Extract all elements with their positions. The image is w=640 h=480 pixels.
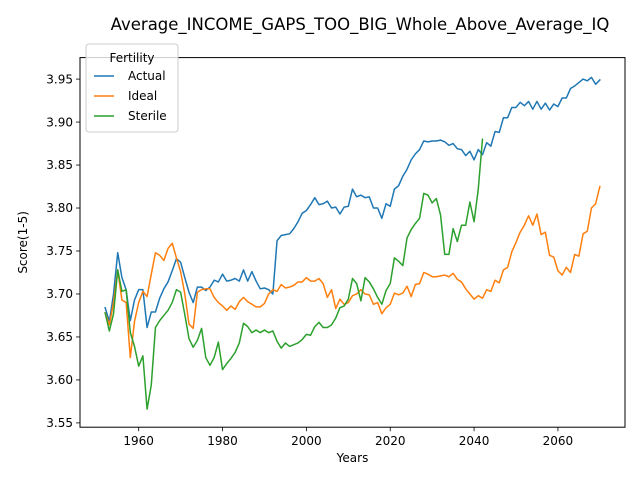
x-tick-label: 2060	[543, 434, 574, 448]
x-tick-label: 2020	[375, 434, 406, 448]
legend-label-sterile: Sterile	[128, 109, 167, 123]
plot-frame	[79, 57, 626, 428]
series-line-ideal	[104, 185, 601, 359]
legend-label-ideal: Ideal	[128, 89, 157, 103]
y-tick-label: 3.65	[46, 330, 73, 344]
series-line-actual	[104, 76, 601, 329]
legend: Fertility Actual Ideal Sterile	[85, 43, 179, 133]
y-tick-label: 3.80	[46, 201, 73, 215]
y-tick-label: 3.90	[46, 115, 73, 129]
x-axis: 1960 1980 2000 2020 2040 2060	[123, 427, 573, 448]
y-tick-label: 3.70	[46, 287, 73, 301]
plot-lines	[104, 76, 601, 410]
y-tick-label: 3.95	[46, 72, 73, 86]
chart-title: Average_INCOME_GAPS_TOO_BIG_Whole_Above_…	[111, 15, 610, 35]
legend-entries: Actual Ideal Sterile	[94, 69, 167, 123]
x-tick-label: 1980	[207, 434, 238, 448]
y-tick-label: 3.75	[46, 244, 73, 258]
legend-box	[85, 43, 179, 133]
y-tick-label: 3.60	[46, 373, 73, 387]
series-line-sterile	[104, 138, 484, 410]
x-tick-label: 2040	[459, 434, 490, 448]
legend-label-actual: Actual	[128, 69, 166, 83]
x-axis-label: Years	[336, 451, 369, 465]
y-tick-label: 3.55	[46, 416, 73, 430]
y-axis-label: Score(1-5)	[16, 211, 30, 274]
x-tick-label: 1960	[123, 434, 154, 448]
legend-title: Fertility	[109, 51, 154, 65]
y-axis: 3.55 3.60 3.65 3.70 3.75 3.80 3.85 3.90 3.95	[46, 72, 80, 430]
y-tick-label: 3.85	[46, 158, 73, 172]
x-tick-label: 2000	[291, 434, 322, 448]
